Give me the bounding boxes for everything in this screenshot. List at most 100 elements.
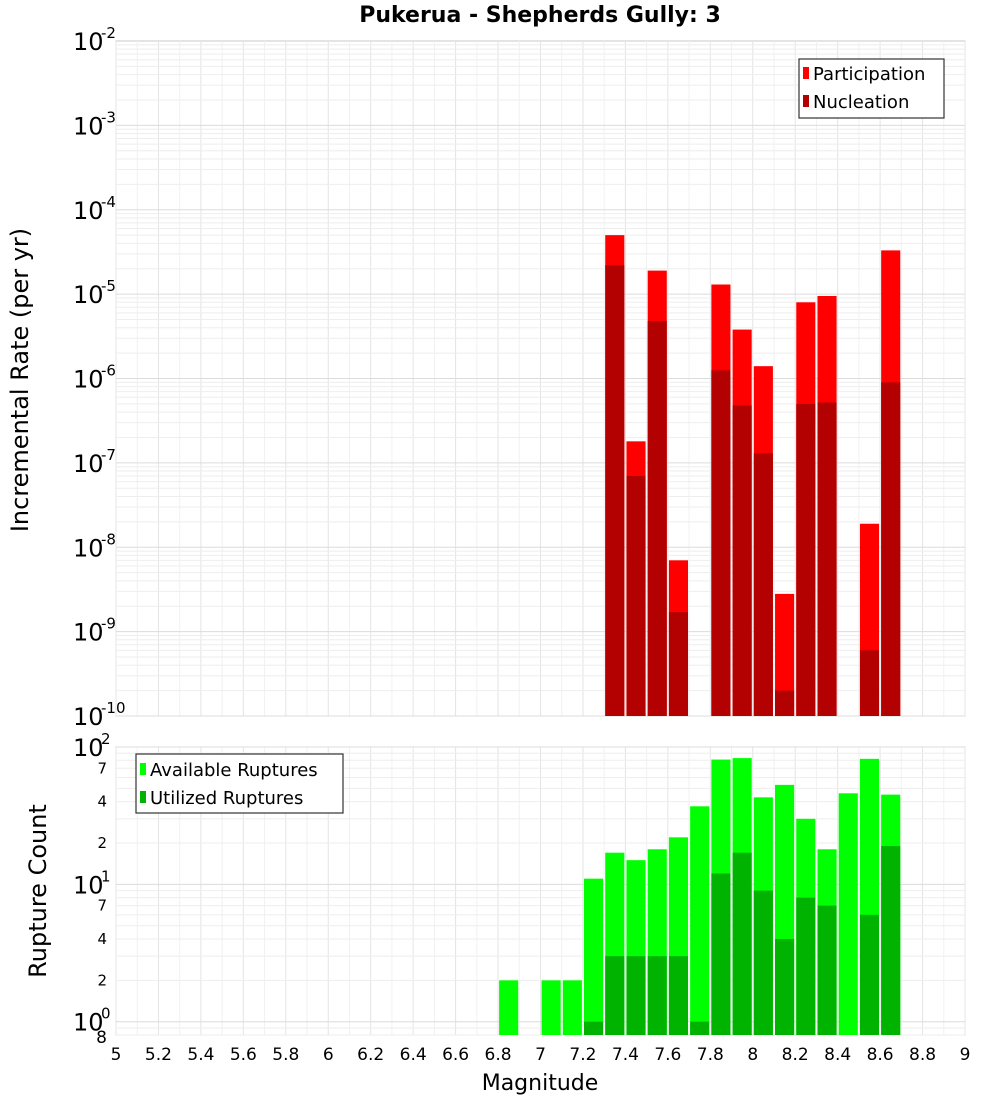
nucleation-bar: [711, 370, 731, 716]
count-y-tick-base: 10: [73, 734, 104, 762]
rate-y-tick-base: 10: [73, 112, 104, 140]
x-tick-label: 7.6: [654, 1045, 681, 1065]
nucleation-legend-label: Nucleation: [813, 92, 909, 113]
x-tick-labels: 5 5.2 5.4 5.6 5.8 6 6.2 6.4 6.6 6.8 7 7.2 7.4 7.6 7.8 8…: [111, 1045, 971, 1065]
x-tick-label: 6: [323, 1045, 334, 1065]
rate-y-tick-exponent: -2: [101, 24, 116, 42]
count-y-minor-tick: 4: [97, 930, 107, 948]
count-legend-box: [135, 753, 344, 814]
x-tick-label: 5.4: [187, 1045, 214, 1065]
x-tick-label: 6.2: [357, 1045, 384, 1065]
utilized-ruptures-bar: [796, 897, 816, 1035]
rate-y-tick-exponent: -3: [101, 108, 116, 126]
nucleation-bar: [605, 265, 625, 716]
available-ruptures-bar: [562, 980, 582, 1035]
rate-y-tick-exponent: -4: [101, 193, 116, 211]
x-tick-label: 8: [747, 1045, 758, 1065]
rate-y-axis-label: Incremental Rate (per yr): [6, 228, 34, 532]
rate-y-tick-base: 10: [73, 28, 104, 56]
rate-y-tick-exponent: -10: [101, 699, 126, 717]
x-tick-label: 7: [535, 1045, 546, 1065]
nucleation-bar: [796, 403, 816, 716]
x-tick-label: 9: [960, 1045, 971, 1065]
utilized-legend-swatch: [140, 791, 146, 803]
utilized-ruptures-bar: [626, 956, 646, 1035]
rate-plot-grid: [115, 41, 966, 717]
rate-legend: Participation Nucleation: [798, 58, 945, 119]
count-y-tick-base: 10: [73, 871, 104, 899]
rate-legend-box: [798, 58, 945, 119]
rate-y-tick-base: 10: [73, 703, 104, 731]
available-ruptures-bar: [838, 793, 858, 1035]
x-tick-label: 7.2: [569, 1045, 596, 1065]
rate-y-tick-labels: 10-210-310-410-510-610-710-810-910-10: [73, 24, 126, 731]
rate-y-tick-base: 10: [73, 619, 104, 647]
count-y-minor-tick: 4: [97, 793, 107, 811]
x-tick-label: 5.6: [230, 1045, 257, 1065]
nucleation-bar: [753, 453, 773, 716]
rate-y-tick-base: 10: [73, 366, 104, 394]
count-y-tick-exponent: 0: [101, 1005, 111, 1023]
nucleation-bar: [775, 690, 795, 716]
available-legend-swatch: [140, 763, 146, 775]
utilized-ruptures-bar: [817, 905, 837, 1035]
nucleation-bar: [626, 475, 646, 716]
count-y-tick-exponent: 1: [101, 867, 111, 885]
available-legend-label: Available Ruptures: [150, 760, 318, 781]
utilized-ruptures-bar: [647, 956, 667, 1035]
x-axis-label: Magnitude: [482, 1071, 599, 1096]
x-tick-label: 7.8: [697, 1045, 724, 1065]
x-tick-label: 6.6: [442, 1045, 469, 1065]
nucleation-bar: [668, 612, 689, 716]
nucleation-bar: [647, 321, 667, 716]
nucleation-bar: [881, 382, 901, 716]
count-y-minor-tick: 2: [97, 834, 107, 852]
count-y-minor-tick: 7: [97, 759, 107, 777]
count-plot-bars: [499, 758, 901, 1035]
x-tick-label: 8.8: [909, 1045, 936, 1065]
available-ruptures-bar: [499, 980, 519, 1035]
utilized-ruptures-bar: [711, 873, 731, 1035]
nucleation-bar: [732, 405, 752, 716]
participation-legend-swatch: [803, 67, 809, 79]
count-y-axis-label: Rupture Count: [24, 804, 52, 978]
rate-y-tick-exponent: -5: [101, 277, 116, 295]
count-y-minor-tick: 8: [96, 1028, 107, 1048]
count-legend: Available Ruptures Utilized Ruptures: [135, 753, 344, 814]
x-tick-label: 5.2: [145, 1045, 172, 1065]
count-y-tick-exponent: 2: [101, 730, 111, 748]
utilized-ruptures-bar: [732, 852, 752, 1035]
utilized-ruptures-bar: [859, 914, 880, 1035]
rate-y-tick-base: 10: [73, 450, 104, 478]
rate-y-tick-base: 10: [73, 197, 104, 225]
x-tick-label: 6.8: [485, 1045, 512, 1065]
available-ruptures-bar: [584, 878, 604, 1035]
chart-title: Pukerua - Shepherds Gully: 3: [359, 3, 721, 28]
rate-y-tick-base: 10: [73, 281, 104, 309]
utilized-ruptures-bar: [775, 939, 795, 1035]
rate-plot-bars: [605, 235, 901, 717]
participation-bar: [775, 593, 795, 716]
utilized-legend-label: Utilized Ruptures: [150, 788, 303, 809]
x-tick-label: 6.4: [400, 1045, 427, 1065]
x-tick-label: 8.4: [824, 1045, 851, 1065]
x-tick-label: 8.2: [782, 1045, 809, 1065]
count-y-minor-tick: 2: [97, 971, 107, 989]
utilized-ruptures-bar: [753, 890, 773, 1035]
available-ruptures-bar: [690, 806, 710, 1035]
rate-y-tick-exponent: -7: [101, 446, 116, 464]
rate-y-tick-exponent: -9: [101, 615, 116, 633]
count-y-tick-base: 10: [73, 1009, 104, 1037]
count-y-minor-tick: 7: [97, 897, 107, 915]
utilized-ruptures-bar: [881, 846, 901, 1035]
nucleation-bar: [817, 402, 837, 716]
nucleation-bar: [859, 650, 880, 716]
x-tick-label: 5: [111, 1045, 122, 1065]
rate-y-tick-exponent: -6: [101, 362, 116, 380]
utilized-ruptures-bar: [690, 1021, 710, 1035]
x-tick-label: 7.4: [612, 1045, 639, 1065]
rate-y-tick-exponent: -8: [101, 530, 116, 548]
